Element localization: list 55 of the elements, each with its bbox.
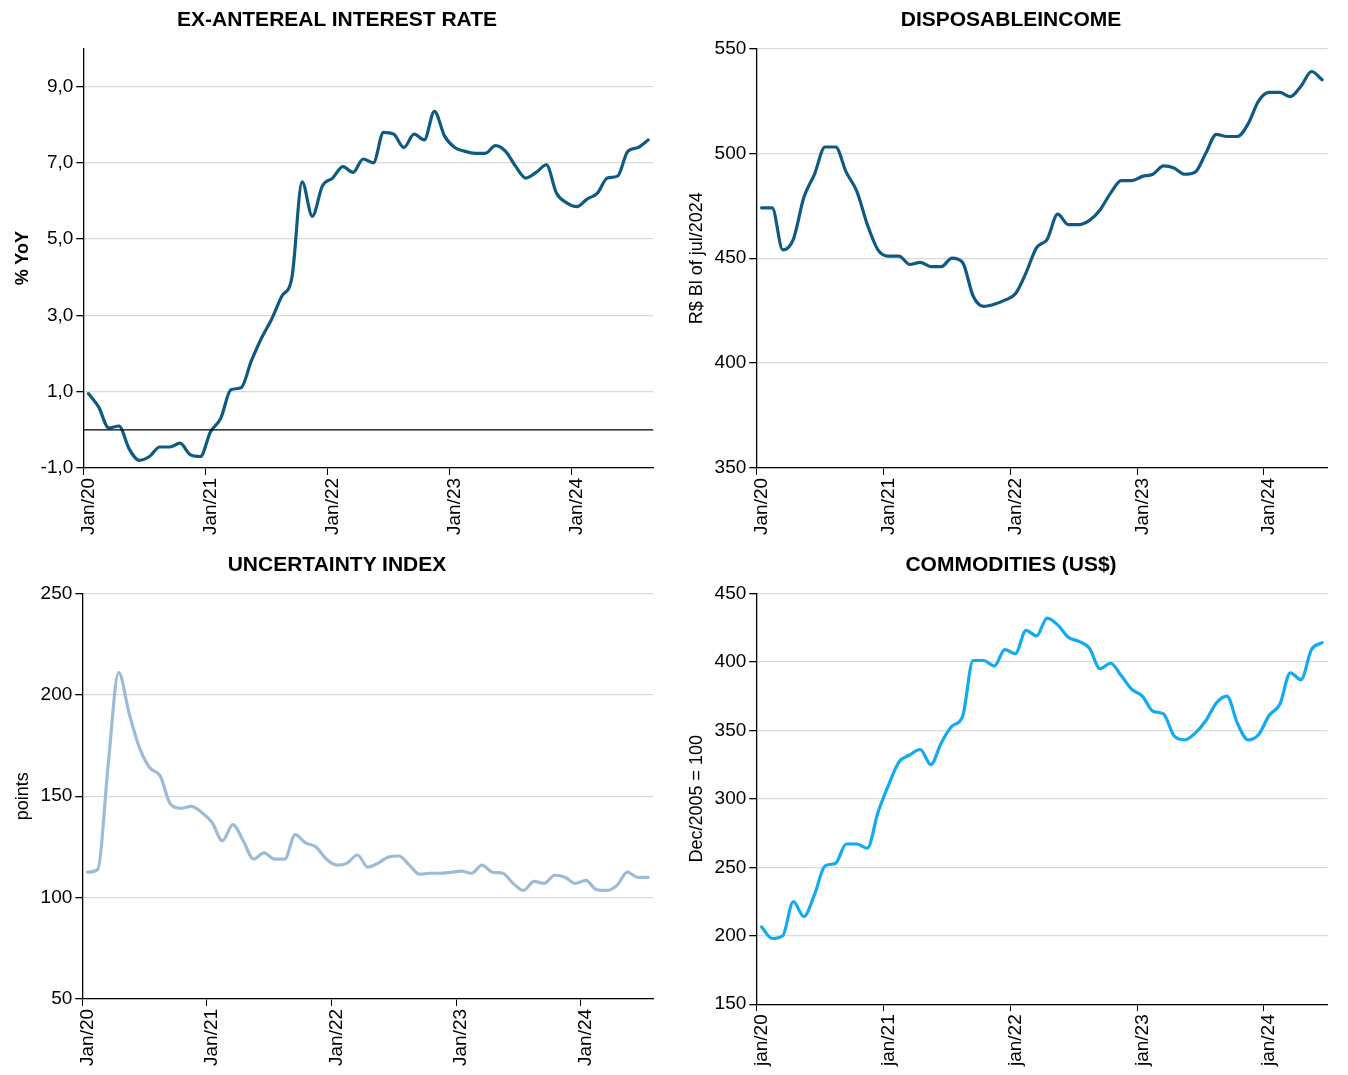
y-axis-title: points <box>11 772 32 821</box>
y-tick-label: 200 <box>714 923 747 945</box>
line-series <box>759 69 1324 309</box>
x-tick-label: Jan/24 <box>574 1008 596 1066</box>
y-tick-label: 300 <box>714 787 747 809</box>
x-tick-label: jan/20 <box>749 1014 771 1068</box>
x-tick-label: Jan/20 <box>749 477 771 535</box>
y-tick-label: 400 <box>714 351 747 373</box>
line-series <box>86 109 650 462</box>
x-tick-label: Jan/23 <box>1130 477 1152 535</box>
chart-title: UNCERTAINTY INDEX <box>226 551 448 577</box>
y-tick-label: 450 <box>714 246 747 268</box>
y-tick-label: 400 <box>714 650 747 672</box>
y-tick-label: 3,0 <box>46 303 74 325</box>
y-tick-label: 200 <box>40 683 73 705</box>
y-tick-label: 100 <box>40 885 73 907</box>
y-tick-label: 250 <box>714 855 747 877</box>
y-tick-label: 5,0 <box>46 227 74 249</box>
y-axis-title: R$ Bl of jul/2024 <box>685 192 706 325</box>
x-tick-label: Jan/20 <box>75 1008 97 1066</box>
y-tick-label: 150 <box>714 992 747 1014</box>
y-tick-label: 50 <box>51 987 73 1009</box>
x-tick-label: jan/23 <box>1130 1014 1152 1068</box>
x-tick-label: jan/24 <box>1257 1013 1279 1068</box>
y-tick-label: 7,0 <box>46 151 74 173</box>
x-tick-label: Jan/22 <box>1003 477 1025 535</box>
y-tick-label: 550 <box>714 36 747 58</box>
chart-title: DISPOSABLEINCOME <box>899 6 1123 32</box>
line-series <box>85 670 650 893</box>
y-tick-label: 350 <box>714 718 747 740</box>
y-tick-label: 250 <box>40 581 73 603</box>
y-axis-title: % YoY <box>11 231 32 286</box>
y-tick-label: 450 <box>714 581 747 603</box>
x-tick-label: Jan/23 <box>443 477 464 535</box>
x-tick-label: Jan/22 <box>324 1008 346 1066</box>
y-axis-title: Dec/2005 = 100 <box>685 735 706 863</box>
x-tick-label: Jan/21 <box>876 477 898 535</box>
x-tick-label: Jan/23 <box>449 1008 471 1066</box>
chart-title: EX-ANTEREAL INTEREST RATE <box>175 6 499 32</box>
y-tick-label: 9,0 <box>46 74 74 96</box>
x-tick-label: Jan/24 <box>565 477 587 535</box>
x-tick-label: Jan/21 <box>198 477 220 535</box>
y-tick-label: 150 <box>40 784 73 806</box>
x-tick-label: Jan/22 <box>320 477 342 535</box>
y-tick-label: -1,0 <box>40 456 74 478</box>
y-tick-label: 500 <box>714 141 747 163</box>
chart-title: COMMODITIES (US$) <box>904 551 1118 577</box>
x-tick-label: Jan/24 <box>1257 477 1279 535</box>
x-tick-label: jan/22 <box>1003 1014 1025 1068</box>
line-series <box>759 616 1324 941</box>
x-tick-label: Jan/20 <box>76 477 98 535</box>
y-tick-label: 1,0 <box>46 379 74 401</box>
y-tick-label: 350 <box>714 456 747 478</box>
x-tick-label: jan/21 <box>876 1014 898 1068</box>
x-tick-label: Jan/21 <box>200 1008 222 1066</box>
